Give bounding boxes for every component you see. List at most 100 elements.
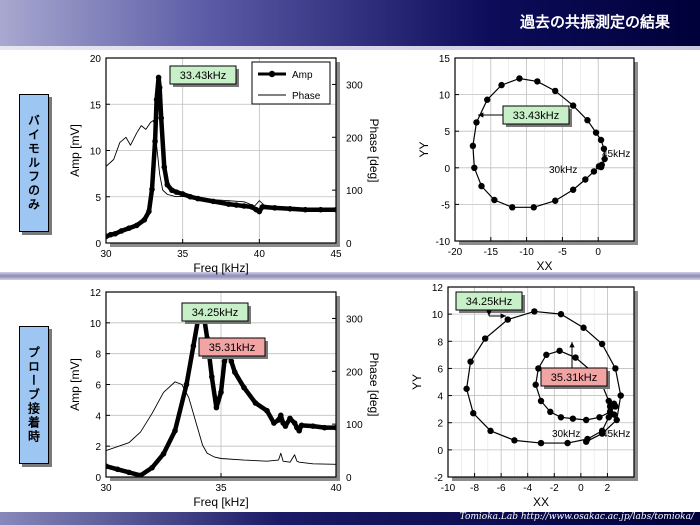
y-tick-label-2: 10 [90, 147, 102, 158]
data-point-0-8 [149, 186, 155, 193]
data-point-0-11 [155, 74, 162, 81]
x-tick-label-0: -20 [448, 247, 463, 258]
data-point-0-8 [190, 343, 197, 349]
series-phase [106, 381, 336, 465]
y-tick-label-0: -2 [434, 473, 443, 484]
data-point-0-19 [232, 369, 238, 375]
data-point-0-3 [617, 392, 624, 399]
data-point-0-27 [256, 208, 263, 215]
data-point-0-40 [610, 411, 618, 418]
freq-label-34-25: 34.25kHz [181, 302, 251, 324]
y-axis-label: Amp [mV] [68, 358, 82, 411]
y-tick-label-4: 6 [437, 364, 443, 375]
freq-label-35-31-box [198, 337, 266, 357]
y-tick-label-7: 12 [432, 283, 444, 294]
chart-probe-polar: -10 -8 -6 -4 -2 0 2 -2 0 2 4 6 8 10 12 XX YY [410, 283, 638, 509]
y-tick-label-3: 5 [444, 127, 450, 138]
y2-tick-label-3: 300 [346, 314, 363, 325]
data-point-0-4 [592, 129, 600, 136]
freq-label-34-25-text: 34.25kHz [192, 307, 238, 319]
data-point-0-6 [141, 217, 148, 223]
data-point-0-19 [552, 197, 559, 204]
data-point-0-23 [271, 420, 277, 426]
y-tick-label-1: 0 [437, 446, 443, 457]
freq-label-33-43-box [169, 65, 237, 85]
data-point-0-8 [534, 78, 541, 85]
data-point-0-6 [580, 324, 587, 331]
data-point-0-15 [164, 181, 171, 188]
legend-amp-label: Amp [292, 70, 313, 81]
polar-label-35-31-box [540, 367, 608, 387]
section-label-probe-text: プローブ接着時 [26, 346, 41, 444]
data-point-0-34 [321, 424, 328, 431]
data-point-0-25 [278, 412, 284, 419]
data-point-0-19 [187, 193, 194, 200]
data-point-0-16 [221, 358, 228, 365]
data-point-0-13 [158, 115, 164, 121]
title-underline [0, 46, 700, 50]
data-point-0-13 [209, 373, 215, 380]
data-point-0-1 [114, 466, 121, 473]
data-point-0-5 [133, 222, 140, 229]
data-point-0-3 [597, 136, 605, 144]
data-point-0-18 [530, 204, 537, 211]
plot-frame [454, 57, 635, 242]
data-point-0-17 [564, 439, 571, 447]
series-amp [106, 74, 336, 240]
plot-frame [105, 57, 337, 244]
data-point-0-16 [169, 187, 175, 194]
x-axis-label: Freq [kHz] [193, 495, 248, 509]
data-point-0-6 [172, 427, 178, 434]
data-point-0-2 [600, 145, 608, 152]
data-point-0-0 [106, 463, 109, 470]
data-point-0-20 [241, 384, 247, 391]
y-tick-label-1: 2 [95, 442, 101, 453]
y-tick-label-3: 15 [90, 100, 102, 111]
y-tick-label-4: 20 [90, 54, 102, 65]
x-tick-label-2: -6 [497, 483, 506, 494]
plot-frame [105, 291, 337, 478]
freq-label-34-25-box [181, 302, 249, 322]
data-point-0-20 [569, 186, 577, 193]
data-point-0-16 [537, 439, 545, 447]
y2-tick-label-2: 200 [346, 367, 363, 378]
section-divider [0, 272, 700, 280]
x-tick-label-6: 2 [605, 483, 611, 494]
data-point-0-6 [569, 102, 577, 109]
data-point-0-29 [537, 397, 545, 405]
series-phase [106, 119, 336, 211]
data-point-0-22 [264, 407, 270, 414]
data-point-0-4 [126, 225, 132, 231]
polar-label-30khz-b: 30kHz [552, 429, 580, 440]
y-tick-label-1: 5 [95, 193, 101, 204]
data-point-0-8 [531, 308, 538, 315]
data-point-0-17 [173, 189, 180, 195]
data-point-0-15 [511, 437, 518, 444]
data-point-0-33 [310, 423, 316, 429]
y-tick-label-5: 10 [90, 319, 102, 330]
data-point-0-38 [606, 403, 614, 410]
data-point-0-31 [557, 414, 565, 421]
data-point-0-7 [552, 87, 559, 95]
data-point-0-10 [498, 81, 505, 89]
polar-label-33-43-text: 33.43kHz [513, 110, 559, 122]
y-tick-label-4: 10 [439, 91, 451, 102]
y-tick-label-3: 4 [437, 392, 443, 403]
y-axis-label: YY [417, 141, 431, 157]
data-point-0-33 [582, 416, 590, 424]
x-axis-label: XX [536, 259, 552, 273]
data-point-0-31 [302, 206, 309, 213]
title-bar: 過去の共振測定の結果 [0, 0, 700, 46]
data-point-0-20 [605, 414, 612, 421]
y2-tick-label-0: 0 [346, 239, 352, 250]
data-point-0-32 [298, 422, 305, 429]
data-point-0-32 [569, 415, 577, 422]
x-tick-label-3: -4 [523, 483, 532, 494]
data-point-0-21 [605, 397, 612, 405]
data-point-0-26 [543, 351, 550, 359]
data-point-0-21 [582, 176, 589, 183]
y2-axis-label: Phase [deg] [367, 118, 381, 182]
data-point-0-28 [287, 415, 293, 422]
data-point-0-13 [470, 410, 477, 417]
